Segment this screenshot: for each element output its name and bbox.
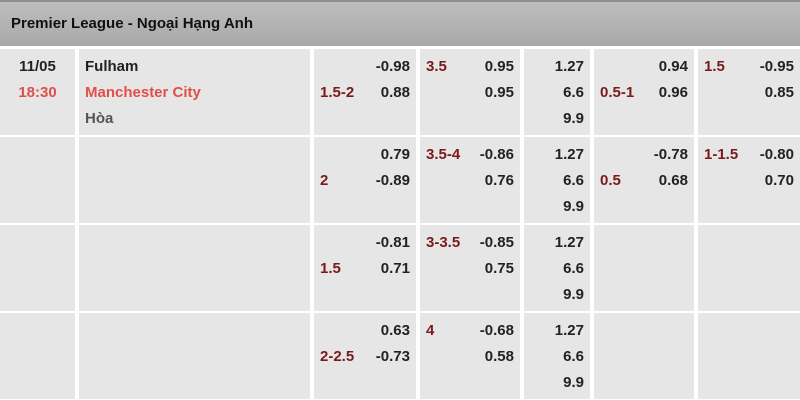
home-team: Fulham xyxy=(85,58,139,75)
handicap-cell: 2-2.5 0.63 -0.73 xyxy=(314,313,416,399)
first-half-over-under-line: 1.5 xyxy=(704,58,725,75)
handicap-away-odds[interactable]: 0.71 xyxy=(380,260,410,277)
first-half-under-odds[interactable]: 0.70 xyxy=(764,172,794,189)
handicap-away-odds[interactable]: 0.88 xyxy=(380,84,410,101)
over-under-line: 4 xyxy=(426,322,435,339)
match-time: 18:30 xyxy=(18,84,57,101)
first-half-over-under-cell xyxy=(698,313,800,399)
handicap-line: 2-2.5 xyxy=(320,348,355,365)
draw-odds[interactable]: 9.9 xyxy=(563,198,584,215)
1x2-cell: 1.27 6.6 9.9 xyxy=(524,49,590,135)
draw-odds[interactable]: 9.9 xyxy=(563,374,584,391)
handicap-home-odds[interactable]: -0.81 xyxy=(375,234,410,251)
home-win-odds[interactable]: 1.27 xyxy=(554,146,584,163)
first-half-over-under-cell xyxy=(698,225,800,311)
first-half-away-odds[interactable]: 0.96 xyxy=(658,84,688,101)
league-header: Premier League - Ngoại Hạng Anh xyxy=(0,0,800,46)
time-cell xyxy=(0,313,75,399)
away-win-odds[interactable]: 6.6 xyxy=(563,260,584,277)
over-under-cell: 3.5 0.95 0.95 xyxy=(420,49,520,135)
over-under-cell: 3.5-4 -0.86 0.76 xyxy=(420,137,520,223)
teams-cell: Fulham Manchester City Hòa xyxy=(79,49,310,135)
first-half-handicap-cell: 0.5-1 0.94 0.96 xyxy=(594,49,694,135)
time-cell: 11/05 18:30 xyxy=(0,49,75,135)
first-half-under-odds[interactable]: 0.85 xyxy=(764,84,794,101)
handicap-cell: 1.5-2 -0.98 0.88 xyxy=(314,49,416,135)
first-half-handicap-line: 0.5 xyxy=(600,172,621,189)
1x2-cell: 1.27 6.6 9.9 xyxy=(524,225,590,311)
odds-row: 11/05 18:30 Fulham Manchester City Hòa 1.5-2 -… xyxy=(0,49,800,135)
over-odds[interactable]: -0.85 xyxy=(479,234,514,251)
away-win-odds[interactable]: 6.6 xyxy=(563,348,584,365)
over-under-line: 3-3.5 xyxy=(426,234,461,251)
away-team: Manchester City xyxy=(85,84,201,101)
first-half-handicap-cell: 0.5 -0.78 0.68 xyxy=(594,137,694,223)
first-half-handicap-line: 0.5-1 xyxy=(600,84,635,101)
odds-row: 2-2.5 0.63 -0.73 4 -0.68 0.58 1.27 6.6 9.9 xyxy=(0,313,800,399)
under-odds[interactable]: 0.75 xyxy=(484,260,514,277)
handicap-home-odds[interactable]: 0.63 xyxy=(380,322,410,339)
first-half-handicap-cell xyxy=(594,225,694,311)
match-date: 11/05 xyxy=(19,58,56,75)
time-cell xyxy=(0,225,75,311)
handicap-line: 2 xyxy=(320,172,329,189)
teams-cell xyxy=(79,225,310,311)
handicap-home-odds[interactable]: 0.79 xyxy=(380,146,410,163)
1x2-cell: 1.27 6.6 9.9 xyxy=(524,313,590,399)
over-odds[interactable]: -0.86 xyxy=(479,146,514,163)
home-win-odds[interactable]: 1.27 xyxy=(554,322,584,339)
first-half-over-under-cell: 1-1.5 -0.80 0.70 xyxy=(698,137,800,223)
draw-odds[interactable]: 9.9 xyxy=(563,286,584,303)
under-odds[interactable]: 0.95 xyxy=(484,84,514,101)
handicap-cell: 1.5 -0.81 0.71 xyxy=(314,225,416,311)
first-half-home-odds[interactable]: -0.78 xyxy=(653,146,688,163)
draw-odds[interactable]: 9.9 xyxy=(563,110,584,127)
teams-cell xyxy=(79,137,310,223)
handicap-cell: 2 0.79 -0.89 xyxy=(314,137,416,223)
first-half-over-odds[interactable]: -0.80 xyxy=(759,146,794,163)
home-win-odds[interactable]: 1.27 xyxy=(554,234,584,251)
draw-label: Hòa xyxy=(85,110,114,127)
away-win-odds[interactable]: 6.6 xyxy=(563,172,584,189)
over-under-line: 3.5-4 xyxy=(426,146,461,163)
over-odds[interactable]: 0.95 xyxy=(484,58,514,75)
handicap-home-odds[interactable]: -0.98 xyxy=(375,58,410,75)
1x2-cell: 1.27 6.6 9.9 xyxy=(524,137,590,223)
under-odds[interactable]: 0.58 xyxy=(484,348,514,365)
handicap-line: 1.5 xyxy=(320,260,341,277)
over-under-cell: 4 -0.68 0.58 xyxy=(420,313,520,399)
teams-cell xyxy=(79,313,310,399)
handicap-away-odds[interactable]: -0.89 xyxy=(375,172,410,189)
odds-row: 1.5 -0.81 0.71 3-3.5 -0.85 0.75 1.27 6.6 9.9 xyxy=(0,225,800,311)
first-half-handicap-cell xyxy=(594,313,694,399)
under-odds[interactable]: 0.76 xyxy=(484,172,514,189)
handicap-line: 1.5-2 xyxy=(320,84,355,101)
first-half-over-odds[interactable]: -0.95 xyxy=(759,58,794,75)
handicap-away-odds[interactable]: -0.73 xyxy=(375,348,410,365)
first-half-away-odds[interactable]: 0.68 xyxy=(658,172,688,189)
league-title: Premier League - Ngoại Hạng Anh xyxy=(11,15,253,32)
away-win-odds[interactable]: 6.6 xyxy=(563,84,584,101)
first-half-home-odds[interactable]: 0.94 xyxy=(658,58,688,75)
over-under-line: 3.5 xyxy=(426,58,447,75)
time-cell xyxy=(0,137,75,223)
over-odds[interactable]: -0.68 xyxy=(479,322,514,339)
first-half-over-under-cell: 1.5 -0.95 0.85 xyxy=(698,49,800,135)
over-under-cell: 3-3.5 -0.85 0.75 xyxy=(420,225,520,311)
first-half-over-under-line: 1-1.5 xyxy=(704,146,739,163)
odds-row: 2 0.79 -0.89 3.5-4 -0.86 0.76 1.27 6.6 9.9 0.5 -0.… xyxy=(0,137,800,223)
home-win-odds[interactable]: 1.27 xyxy=(554,58,584,75)
